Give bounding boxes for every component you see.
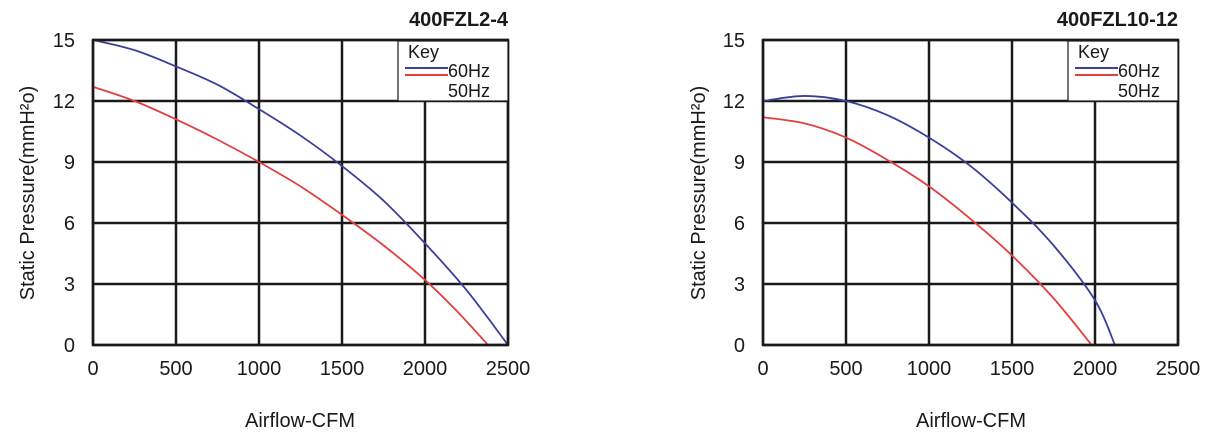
- legend: Key 60Hz 50Hz: [1067, 40, 1179, 102]
- x-axis-ticks: 0 500 1000 1500 2000 2500: [757, 358, 1200, 380]
- x-tick-label: 0: [757, 358, 768, 380]
- y-tick-label: 3: [64, 274, 75, 296]
- series-line-50hz: [762, 116, 1093, 346]
- y-axis-ticks: 0 3 6 9 12 15: [723, 30, 745, 357]
- x-tick-label: 1000: [237, 358, 282, 380]
- chart-400fzl10-12: 400FZL10-12 Static Pressure(mmH²o) Airfl…: [688, 9, 1200, 432]
- y-tick-label: 9: [734, 152, 745, 174]
- y-tick-label: 3: [734, 274, 745, 296]
- x-tick-label: 2000: [403, 358, 448, 380]
- series-layer: [92, 39, 509, 346]
- series-line-60hz: [92, 39, 509, 346]
- legend-box: [397, 40, 509, 102]
- y-tick-label: 6: [734, 213, 745, 235]
- x-tick-label: 2500: [486, 358, 531, 380]
- x-tick-label: 0: [87, 358, 98, 380]
- chart-title: 400FZL10-12: [1057, 9, 1178, 31]
- legend: Key 60Hz 50Hz: [397, 40, 509, 102]
- legend-label-60hz: 60Hz: [1118, 61, 1160, 81]
- x-tick-label: 2000: [1073, 358, 1118, 380]
- legend-title: Key: [408, 42, 439, 62]
- x-axis-ticks: 0 500 1000 1500 2000 2500: [87, 358, 530, 380]
- legend-label-50hz: 50Hz: [448, 81, 490, 101]
- y-axis-label: Static Pressure(mmH²o): [688, 86, 710, 300]
- chart-title: 400FZL2-4: [409, 9, 509, 31]
- plot-frame: [91, 38, 510, 347]
- y-axis-label: Static Pressure(mmH²o): [17, 86, 39, 300]
- x-tick-label: 500: [159, 358, 192, 380]
- x-tick-label: 1500: [320, 358, 365, 380]
- y-tick-label: 0: [64, 335, 75, 357]
- y-tick-label: 12: [53, 91, 75, 113]
- legend-box: [1067, 40, 1179, 102]
- series-line-60hz: [762, 95, 1116, 346]
- y-tick-label: 15: [53, 30, 75, 52]
- x-tick-label: 500: [829, 358, 862, 380]
- x-axis-label: Airflow-CFM: [245, 410, 355, 432]
- legend-label-60hz: 60Hz: [448, 61, 490, 81]
- legend-label-50hz: 50Hz: [1118, 81, 1160, 101]
- x-tick-label: 1000: [907, 358, 952, 380]
- series-line-50hz: [92, 85, 489, 346]
- chart-400fzl2-4: 400FZL2-4 Static Pressure(mmH²o) Airflow…: [17, 9, 530, 432]
- y-tick-label: 0: [734, 335, 745, 357]
- y-tick-label: 15: [723, 30, 745, 52]
- legend-title: Key: [1078, 42, 1109, 62]
- x-axis-label: Airflow-CFM: [916, 410, 1026, 432]
- y-tick-label: 12: [723, 91, 745, 113]
- plot-frame: [761, 38, 1180, 347]
- y-tick-label: 9: [64, 152, 75, 174]
- y-tick-label: 6: [64, 213, 75, 235]
- series-layer: [762, 95, 1116, 346]
- x-tick-label: 2500: [1156, 358, 1201, 380]
- y-axis-ticks: 0 3 6 9 12 15: [53, 30, 75, 357]
- x-tick-label: 1500: [990, 358, 1035, 380]
